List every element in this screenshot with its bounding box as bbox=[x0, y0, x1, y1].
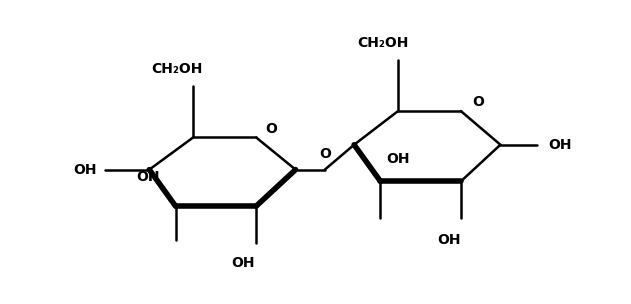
Text: CH₂OH: CH₂OH bbox=[151, 62, 203, 76]
Text: OH: OH bbox=[231, 256, 255, 270]
Text: OH: OH bbox=[386, 152, 410, 166]
Text: O: O bbox=[319, 147, 331, 161]
Text: OH: OH bbox=[136, 170, 160, 184]
Text: O: O bbox=[265, 122, 277, 136]
Text: O: O bbox=[473, 95, 485, 109]
Text: OH: OH bbox=[73, 163, 97, 177]
Text: OH: OH bbox=[437, 233, 461, 247]
Text: OH: OH bbox=[549, 138, 572, 152]
Text: CH₂OH: CH₂OH bbox=[358, 36, 409, 50]
